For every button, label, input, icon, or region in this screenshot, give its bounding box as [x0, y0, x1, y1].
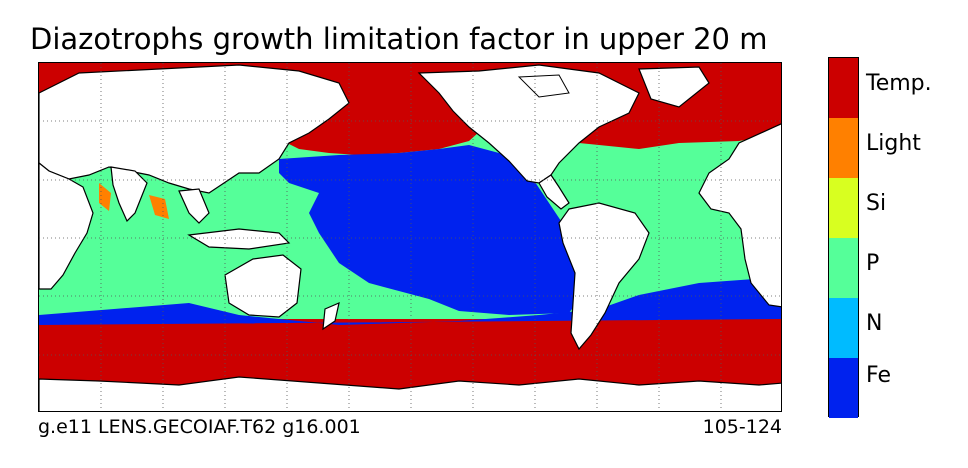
region-fe-pacific [279, 145, 584, 315]
colorbar-swatch-light [829, 118, 858, 178]
land-north-america [417, 64, 640, 184]
colorbar-swatch-si [829, 178, 858, 238]
land-central-america [538, 174, 570, 210]
colorbar-label-n: N [866, 311, 883, 336]
region-light-bengal [149, 195, 169, 219]
region-light-arabian [99, 183, 111, 211]
graticule [39, 63, 781, 411]
land-arctic-islands [517, 74, 570, 98]
land-indonesia [187, 228, 291, 250]
land-eurasia [39, 64, 350, 194]
colorbar-swatch-n [829, 298, 858, 358]
land-greenland [638, 66, 710, 108]
map-canvas [39, 63, 781, 411]
case-name: g.e11 LENS.GECOIAF.T62 g16.001 [38, 416, 361, 438]
colorbar-swatch-temp [829, 58, 858, 118]
land-indochina [178, 188, 210, 224]
colorbar-label-fe: Fe [866, 363, 891, 388]
colorbar-label-si: Si [866, 191, 887, 216]
land-africa-east [39, 162, 94, 290]
colorbar [828, 57, 859, 418]
colorbar-label-light: Light [866, 131, 921, 156]
land-south-america [558, 202, 650, 351]
land-india [110, 166, 148, 223]
world-map [38, 62, 782, 412]
colorbar-label-p: P [866, 251, 880, 276]
land-australia [224, 254, 302, 318]
year-range: 105-124 [702, 416, 782, 438]
colorbar-label-temp: Temp. [866, 71, 932, 96]
colorbar-swatch-fe [829, 358, 858, 418]
land-new-zealand [322, 301, 340, 331]
land-antarctica [39, 376, 781, 411]
map-title: Diazotrophs growth limitation factor in … [30, 22, 768, 56]
land-africa-west [698, 123, 781, 308]
colorbar-swatch-p [829, 238, 858, 298]
